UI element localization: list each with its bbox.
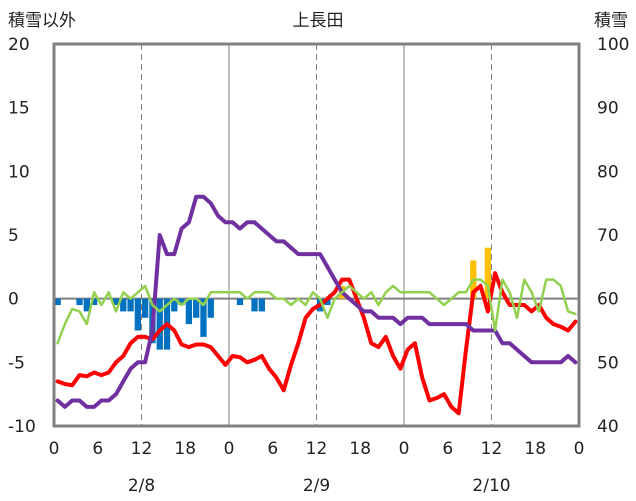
x-tick-label: 12 — [306, 439, 328, 459]
x-tick-label: 6 — [92, 439, 103, 459]
x-tick-label: 18 — [524, 439, 546, 459]
x-tick-label: 12 — [131, 439, 153, 459]
y-left-tick-label: 5 — [8, 226, 19, 246]
y-left-tick-label: -10 — [8, 417, 36, 437]
x-tick-label: 0 — [399, 439, 410, 459]
precip-bar — [324, 298, 331, 306]
precip-bar — [112, 298, 120, 306]
precip-bar — [156, 298, 163, 350]
precip-bar — [127, 298, 134, 312]
x-tick-label: 18 — [349, 439, 371, 459]
x-tick-label: 12 — [481, 439, 503, 459]
y-right-tick-label: 70 — [597, 226, 619, 246]
precip-bar — [90, 298, 98, 306]
line-series — [55, 194, 578, 416]
x-tick-label: 0 — [49, 439, 60, 459]
temperature-line — [55, 271, 578, 416]
date-label: 2/9 — [303, 476, 330, 496]
precip-bar — [142, 298, 149, 318]
y-right-tick-label: 60 — [597, 290, 619, 310]
y-left-tick-label: 15 — [8, 99, 30, 119]
y-left-tick-label: 10 — [8, 162, 30, 182]
chart-title: 上長田 — [293, 11, 344, 31]
y-right-tick-label: 90 — [597, 99, 619, 119]
precip-bar — [54, 298, 61, 306]
precip-bar — [193, 298, 200, 318]
x-tick-label: 18 — [174, 439, 196, 459]
date-label: 2/8 — [128, 476, 155, 496]
y-right-tick-label: 50 — [597, 353, 619, 373]
y-right-tick-label: 40 — [597, 417, 619, 437]
snow-depth-line — [55, 194, 578, 409]
y-right-tick-label: 80 — [597, 162, 619, 182]
y-left-tick-label: -5 — [8, 353, 25, 373]
precip-bar — [251, 298, 258, 312]
precip-bar — [178, 298, 185, 306]
y-left-tick-label: 20 — [8, 35, 30, 55]
precip-bar — [134, 298, 141, 331]
precip-bar — [236, 298, 244, 306]
precip-bar — [120, 298, 127, 312]
x-tick-label: 0 — [224, 439, 235, 459]
x-tick-label: 6 — [442, 439, 453, 459]
precip-bar — [76, 298, 83, 306]
x-tick-label: 6 — [267, 439, 278, 459]
plot-frame — [52, 42, 581, 428]
right-axis-label: 積雪 — [594, 11, 628, 31]
left-axis-label: 積雪以外 — [8, 11, 76, 31]
y-left-tick-label: 0 — [8, 290, 19, 310]
precip-bar — [200, 298, 207, 337]
precip-bar — [207, 298, 214, 318]
y-right-tick-label: 100 — [597, 35, 629, 55]
precip-bar — [83, 298, 90, 312]
precip-bar — [258, 298, 265, 312]
precip-bar — [171, 298, 178, 312]
precip-bar — [185, 298, 193, 325]
date-label: 2/10 — [472, 476, 510, 496]
wind-line — [56, 278, 577, 345]
snowfall-bar — [484, 247, 491, 299]
x-tick-label: 0 — [574, 439, 585, 459]
